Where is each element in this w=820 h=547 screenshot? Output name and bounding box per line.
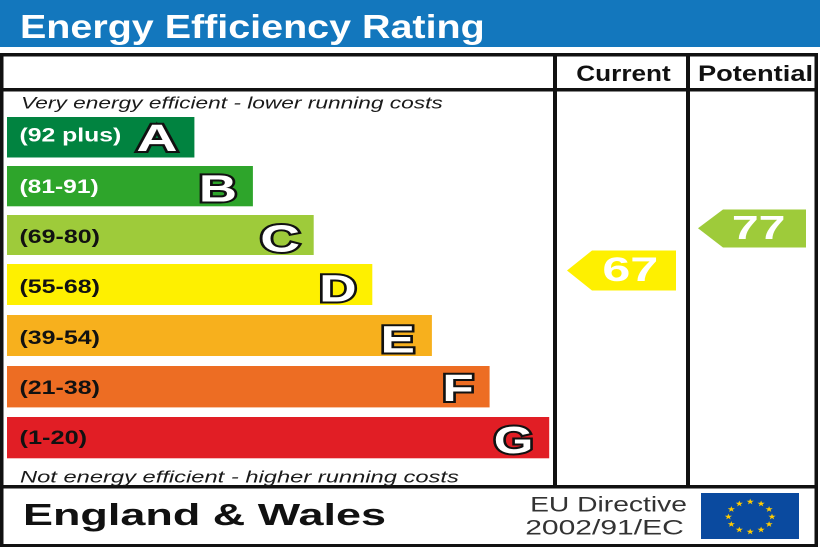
svg-text:(81-91): (81-91) [20,175,99,197]
svg-text:C: C [260,218,300,261]
svg-text:A: A [136,117,177,159]
svg-text:G: G [494,418,534,461]
svg-text:D: D [319,267,356,310]
svg-text:67: 67 [602,251,658,289]
svg-text:England & Wales: England & Wales [23,498,386,533]
svg-text:F: F [442,367,473,410]
svg-text:Current: Current [576,62,671,87]
svg-text:Energy Efficiency Rating: Energy Efficiency Rating [20,8,485,45]
svg-text:Very energy efficient - lower: Very energy efficient - lower running co… [21,94,443,113]
svg-text:Not energy efficient - higher: Not energy efficient - higher running co… [20,468,459,487]
svg-text:(21-38): (21-38) [20,376,100,398]
svg-text:E: E [381,318,415,361]
svg-text:2002/91/EC: 2002/91/EC [525,517,684,540]
svg-text:(1-20): (1-20) [20,427,88,449]
svg-text:(69-80): (69-80) [20,226,100,248]
svg-text:(39-54): (39-54) [20,326,100,348]
svg-text:(92 plus): (92 plus) [20,124,122,146]
svg-text:B: B [199,167,237,210]
svg-text:(55-68): (55-68) [20,276,100,298]
svg-text:EU Directive: EU Directive [530,493,687,517]
svg-text:77: 77 [732,210,786,247]
svg-text:Potential: Potential [698,62,813,86]
